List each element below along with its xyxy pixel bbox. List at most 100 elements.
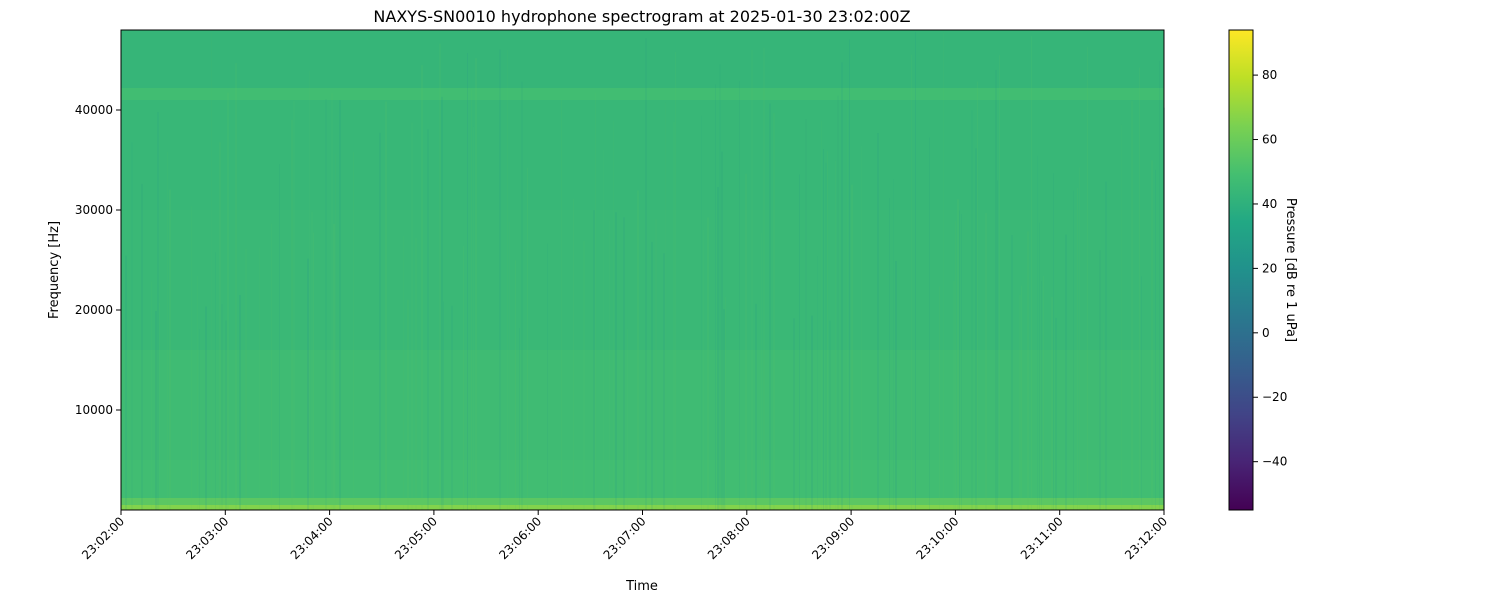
streak (1103, 322, 1104, 510)
streak (1139, 67, 1140, 511)
streak (155, 311, 157, 510)
frequency-band (121, 210, 1164, 350)
streak (169, 189, 171, 510)
streak (977, 81, 978, 510)
streak (953, 280, 955, 510)
streak (723, 309, 725, 510)
colorbar (1228, 29, 1254, 511)
streak (219, 142, 221, 510)
colorbar-tick-label: 20 (1262, 261, 1277, 275)
streak (451, 305, 453, 510)
streak (293, 100, 295, 511)
streak (835, 160, 836, 510)
streak (751, 50, 753, 511)
frequency-band (121, 350, 1164, 460)
streak (893, 179, 894, 510)
streak (159, 302, 160, 510)
streak (1073, 190, 1074, 511)
frequency-band (121, 30, 1164, 88)
x-tick-label: 23:12:00 (1122, 514, 1170, 562)
streak (943, 32, 944, 510)
plot-area (121, 30, 1164, 510)
x-tick-label: 23:03:00 (183, 514, 231, 562)
streak (985, 213, 987, 510)
streak (1105, 181, 1107, 510)
streak (467, 53, 468, 510)
streak (717, 187, 719, 510)
colorbar-axis: −40 −20 0 20 40 60 80 (1253, 68, 1287, 469)
streak (1121, 124, 1122, 511)
streak (279, 164, 280, 510)
streak (439, 43, 441, 510)
streak (665, 102, 666, 510)
streak (403, 235, 404, 510)
streak (805, 118, 807, 510)
streak (1099, 250, 1101, 511)
streak (141, 183, 143, 511)
streak (1041, 280, 1042, 510)
streak (527, 167, 528, 511)
streak (877, 133, 879, 510)
streak (719, 64, 721, 510)
x-tick-label: 23:11:00 (1018, 514, 1066, 562)
streak (701, 115, 702, 510)
streak (1011, 234, 1013, 511)
streak (499, 49, 501, 511)
streak (773, 113, 775, 510)
streak (1151, 160, 1153, 510)
streak (763, 47, 765, 510)
streak (151, 281, 152, 510)
streak (769, 103, 771, 510)
streak (259, 247, 260, 510)
streak (227, 92, 229, 510)
streak (309, 70, 310, 510)
streak (1051, 296, 1053, 510)
streak (199, 328, 200, 510)
streak (955, 221, 956, 511)
streak (471, 89, 472, 510)
streak (307, 258, 309, 510)
streak (197, 275, 198, 510)
streak (961, 214, 962, 510)
x-tick-label: 23:10:00 (914, 514, 962, 562)
streak (211, 33, 212, 510)
frequency-band (121, 100, 1164, 210)
streak (1065, 234, 1067, 510)
streak (561, 99, 562, 510)
streak (995, 69, 997, 510)
streak (1021, 285, 1022, 510)
streak (331, 93, 333, 511)
streak (825, 162, 827, 510)
x-tick-label: 23:08:00 (705, 514, 753, 562)
streak (817, 256, 818, 510)
streak (519, 328, 520, 510)
x-tick-label: 23:07:00 (601, 514, 649, 562)
streak (1077, 188, 1078, 510)
streak (1039, 222, 1040, 510)
streak (1079, 167, 1080, 510)
streak (271, 223, 272, 510)
streak (507, 49, 508, 510)
streak (847, 103, 848, 511)
streak (473, 126, 474, 510)
streak (1131, 100, 1133, 511)
streak (997, 180, 998, 510)
frequency-band (121, 505, 1164, 510)
streak (509, 221, 510, 510)
streak (595, 92, 596, 510)
streak (125, 255, 127, 510)
streak (725, 296, 726, 510)
streak (829, 320, 831, 510)
streak (1037, 155, 1038, 510)
streak (221, 303, 223, 510)
x-tick-label: 23:02:00 (79, 514, 127, 562)
streak (291, 119, 293, 511)
streak (755, 303, 757, 510)
streak (911, 54, 912, 510)
streak (1019, 294, 1021, 510)
streak (939, 286, 940, 510)
streak (339, 100, 341, 510)
frequency-band (121, 88, 1164, 100)
streak (651, 241, 653, 510)
streak (463, 245, 464, 511)
